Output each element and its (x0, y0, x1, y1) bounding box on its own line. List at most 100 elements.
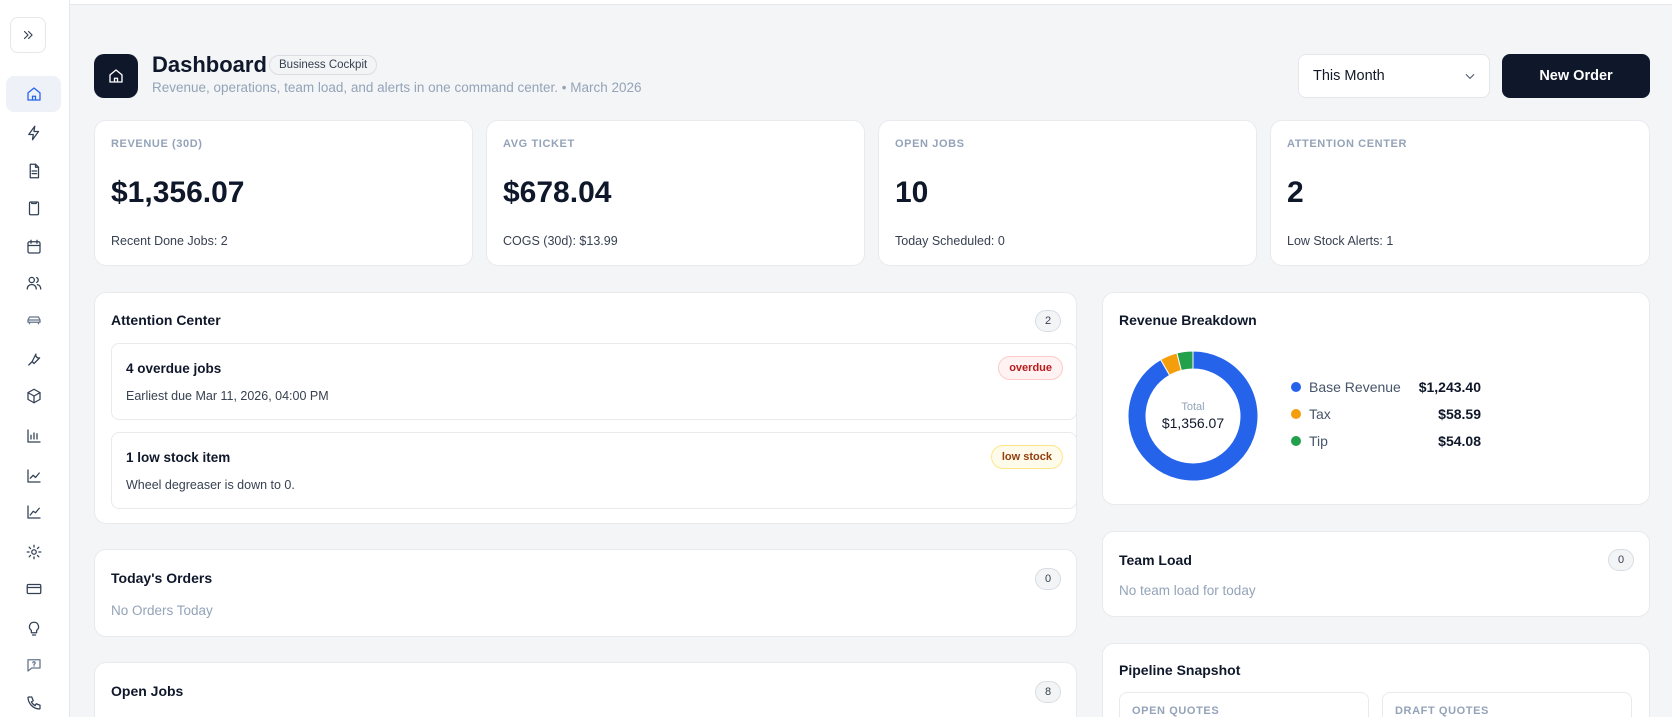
clipboard-icon (28, 201, 39, 216)
stat-subtext: Today Scheduled: 0 (895, 234, 1005, 248)
sidebar (0, 0, 70, 717)
sidebar-item-trends[interactable] (6, 494, 61, 530)
sidebar-item-customers[interactable] (6, 265, 61, 301)
stat-label: ATTENTION CENTER (1287, 138, 1408, 150)
period-select-value: This Month (1313, 68, 1385, 84)
calendar-icon (26, 239, 41, 254)
stat-card-open-jobs: OPEN JOBS 10 Today Scheduled: 0 (878, 120, 1257, 266)
bolt-icon (27, 125, 39, 141)
home-icon (26, 87, 41, 101)
todays-orders-card: Today's Orders 0 No Orders Today (94, 549, 1077, 637)
legend-swatch (1291, 409, 1301, 419)
attention-center-card: Attention Center 2 4 overdue jobs Earlie… (94, 292, 1077, 524)
alert-title: 4 overdue jobs (126, 361, 222, 376)
pipeline-open-quotes[interactable]: OPEN QUOTES (1119, 692, 1369, 717)
team-load-card: Team Load 0 No team load for today (1102, 531, 1650, 617)
wrench-icon (27, 353, 40, 366)
legend-item-base-revenue: Base Revenue $1,243.40 (1291, 377, 1481, 397)
top-bar (0, 0, 1672, 5)
chevrons-right-icon (23, 30, 33, 40)
home-icon (109, 69, 123, 83)
stat-card-revenue: REVENUE (30D) $1,356.07 Recent Done Jobs… (94, 120, 473, 266)
stat-value: 2 (1287, 176, 1304, 209)
sidebar-item-home[interactable] (6, 76, 61, 112)
sidebar-item-ideas[interactable] (6, 611, 61, 647)
legend-value: $58.59 (1438, 406, 1481, 422)
page-badge: Business Cockpit (269, 55, 378, 75)
lightbulb-icon (28, 621, 39, 636)
legend-swatch (1291, 436, 1301, 446)
legend-item-tip: Tip $54.08 (1291, 431, 1481, 451)
revenue-donut-chart: Total $1,356.07 (1118, 341, 1268, 491)
alert-description: Wheel degreaser is down to 0. (126, 478, 295, 492)
sidebar-item-calendar[interactable] (6, 229, 61, 265)
donut-total-label: Total (1181, 401, 1205, 413)
team-load-count-badge: 0 (1608, 549, 1634, 571)
stat-label: REVENUE (30D) (111, 138, 203, 150)
stat-value: $1,356.07 (111, 176, 245, 209)
new-order-button[interactable]: New Order (1502, 54, 1650, 98)
alert-title: 1 low stock item (126, 450, 231, 465)
todays-orders-empty: No Orders Today (111, 603, 213, 618)
sidebar-item-documents[interactable] (6, 153, 61, 189)
alert-item-overdue[interactable]: 4 overdue jobs Earliest due Mar 11, 2026… (111, 343, 1077, 420)
stat-value: 10 (895, 176, 929, 209)
sidebar-item-actions[interactable] (6, 115, 61, 151)
pipeline-card-label: OPEN QUOTES (1132, 705, 1220, 717)
legend-swatch (1291, 382, 1301, 392)
alert-item-low-stock[interactable]: 1 low stock item Wheel degreaser is down… (111, 432, 1077, 509)
sidebar-item-reports[interactable] (6, 418, 61, 454)
revenue-breakdown-title: Revenue Breakdown (1119, 312, 1257, 328)
document-icon (29, 163, 39, 179)
sidebar-item-inventory[interactable] (6, 378, 61, 414)
chevron-down-icon (1463, 69, 1477, 83)
pipeline-card-label: DRAFT QUOTES (1395, 705, 1489, 717)
sidebar-item-orders[interactable] (6, 190, 61, 226)
legend-label: Tax (1309, 406, 1331, 422)
sidebar-expand-button[interactable] (10, 17, 46, 53)
phone-icon (26, 696, 41, 710)
sidebar-item-settings[interactable] (6, 534, 61, 570)
donut-total-value: $1,356.07 (1161, 415, 1225, 431)
legend-item-tax: Tax $58.59 (1291, 404, 1481, 424)
status-badge: low stock (990, 445, 1063, 469)
stat-value: $678.04 (503, 176, 612, 209)
bar-chart-icon (26, 429, 41, 443)
page-title: Dashboard (152, 52, 267, 77)
alert-description: Earliest due Mar 11, 2026, 04:00 PM (126, 389, 329, 403)
sidebar-item-vehicles[interactable] (6, 302, 61, 338)
revenue-breakdown-card: Revenue Breakdown Total $1,356.07 Base R… (1102, 292, 1650, 505)
pipeline-draft-quotes[interactable]: DRAFT QUOTES (1382, 692, 1632, 717)
open-jobs-count-badge: 8 (1035, 681, 1061, 703)
box-icon (26, 388, 41, 404)
sidebar-item-help[interactable] (6, 647, 61, 683)
sidebar-item-billing[interactable] (6, 571, 61, 607)
sidebar-item-phone[interactable] (6, 685, 61, 717)
line-chart-icon (26, 469, 41, 483)
dashboard-header-icon (94, 54, 138, 98)
stat-subtext: COGS (30d): $13.99 (503, 234, 618, 248)
credit-card-icon (26, 583, 41, 595)
status-badge: overdue (998, 356, 1063, 380)
pipeline-snapshot-card: Pipeline Snapshot OPEN QUOTES DRAFT QUOT… (1102, 643, 1650, 717)
legend-value: $1,243.40 (1418, 379, 1481, 395)
donut-svg (1127, 350, 1259, 482)
donut-slice-base-revenue (1127, 350, 1259, 482)
car-icon (26, 316, 41, 325)
sidebar-item-services[interactable] (6, 341, 61, 377)
period-select[interactable]: This Month (1298, 54, 1490, 98)
stat-subtext: Low Stock Alerts: 1 (1287, 234, 1394, 248)
legend-value: $54.08 (1438, 433, 1481, 449)
stat-subtext: Recent Done Jobs: 2 (111, 234, 228, 248)
attention-center-title: Attention Center (111, 312, 221, 328)
stat-card-avg-ticket: AVG TICKET $678.04 COGS (30d): $13.99 (486, 120, 865, 266)
sidebar-item-analytics[interactable] (6, 458, 61, 494)
users-icon (26, 276, 41, 290)
attention-count-badge: 2 (1035, 310, 1061, 332)
team-load-empty: No team load for today (1119, 583, 1256, 598)
todays-orders-title: Today's Orders (111, 570, 213, 586)
stat-label: AVG TICKET (503, 138, 575, 150)
trend-icon (26, 505, 41, 519)
page-subtitle: Revenue, operations, team load, and aler… (152, 80, 642, 95)
pipeline-snapshot-title: Pipeline Snapshot (1119, 662, 1241, 678)
